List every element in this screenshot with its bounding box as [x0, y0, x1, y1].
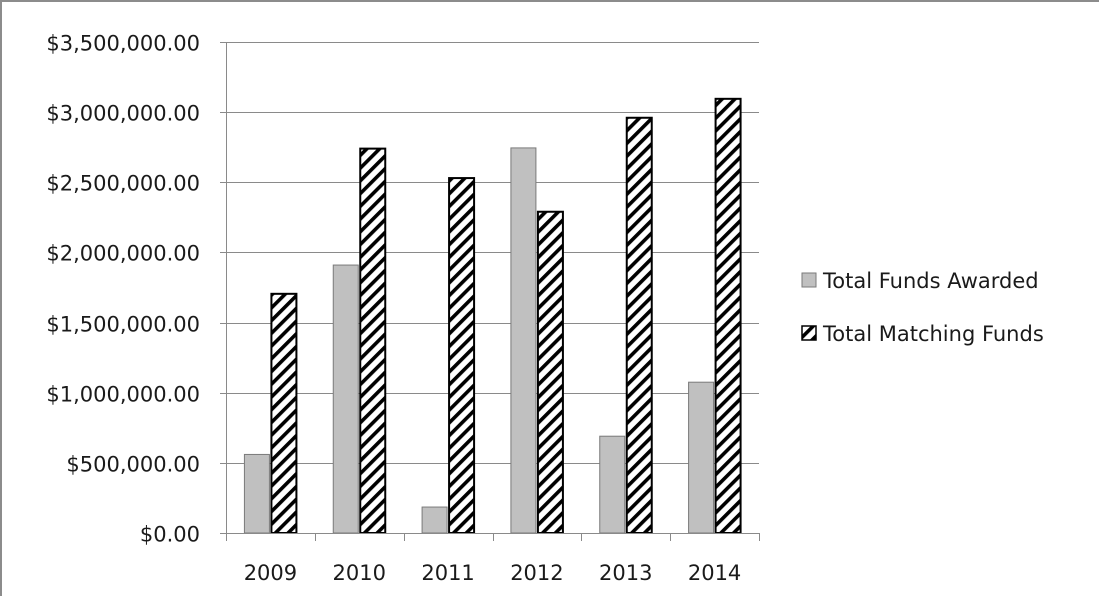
bar-total-funds-awarded	[510, 147, 537, 534]
bar-total-funds-awarded	[243, 453, 270, 534]
bar-total-matching-funds	[714, 97, 742, 535]
y-tick-label: $1,000,000.00	[46, 383, 200, 407]
bar-total-funds-awarded	[688, 381, 715, 534]
gridlines	[226, 42, 759, 464]
x-tick-label: 2011	[421, 561, 474, 585]
bar-total-matching-funds	[448, 177, 476, 534]
axes	[220, 42, 760, 541]
y-tick-label: $500,000.00	[66, 453, 200, 477]
bar-total-funds-awarded	[332, 264, 359, 534]
y-tick-label: $2,000,000.00	[46, 242, 200, 266]
x-tick-label: 2013	[599, 561, 652, 585]
legend: Total Funds Awarded Total Matching Funds	[801, 269, 1044, 346]
legend-label-total-funds-awarded: Total Funds Awarded	[822, 269, 1039, 293]
bars	[243, 97, 742, 535]
bar-total-funds-awarded	[421, 506, 448, 534]
x-tick-label: 2009	[244, 561, 297, 585]
x-axis-tick-labels: 2009 2010 2011 2012 2013 2014	[244, 561, 742, 585]
bar-total-matching-funds	[536, 210, 564, 534]
x-tick-label: 2014	[688, 561, 741, 585]
legend-label-total-matching-funds: Total Matching Funds	[822, 322, 1044, 346]
bar-total-matching-funds	[359, 147, 387, 534]
y-tick-label: $3,000,000.00	[46, 102, 200, 126]
x-tick-label: 2012	[510, 561, 563, 585]
x-tick-label: 2010	[333, 561, 386, 585]
bar-total-funds-awarded	[599, 435, 626, 534]
bar-total-matching-funds	[270, 292, 298, 535]
y-axis-tick-labels: $0.00 $500,000.00 $1,000,000.00 $1,500,000.…	[46, 32, 200, 547]
legend-swatch-total-matching-funds	[801, 325, 817, 341]
y-tick-label: $2,500,000.00	[46, 172, 200, 196]
y-tick-label: $1,500,000.00	[46, 313, 200, 337]
y-tick-label: $0.00	[140, 523, 200, 547]
bar-total-matching-funds	[625, 116, 653, 535]
legend-swatch-total-funds-awarded	[801, 272, 817, 288]
y-tick-label: $3,500,000.00	[46, 32, 200, 56]
